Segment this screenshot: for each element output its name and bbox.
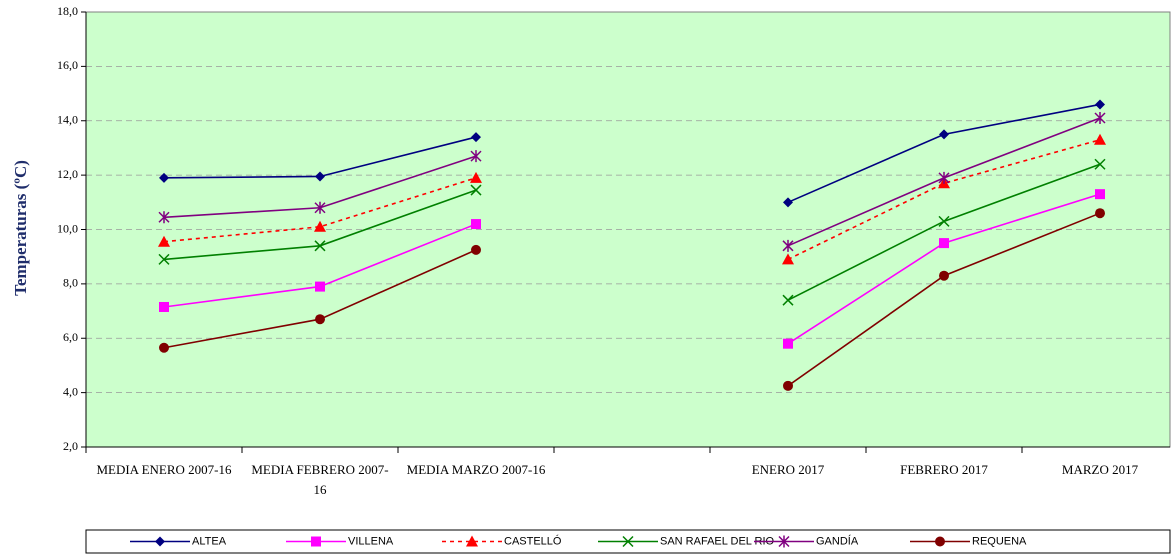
point	[938, 215, 950, 227]
y-tick-label: 18,0	[57, 4, 78, 18]
x-tick-label: FEBRERO 2017	[900, 462, 988, 477]
point	[1094, 112, 1106, 125]
point	[314, 240, 326, 252]
legend-marker	[466, 535, 478, 547]
point	[939, 238, 949, 249]
legend-marker	[935, 536, 945, 547]
point	[783, 338, 793, 349]
point	[470, 150, 482, 163]
y-tick-label: 2,0	[63, 439, 78, 453]
y-tick-label: 4,0	[63, 384, 78, 398]
y-tick-label: 12,0	[57, 167, 78, 181]
point	[315, 314, 325, 325]
legend-label: CASTELLÓ	[504, 534, 562, 547]
legend-label: REQUENA	[972, 535, 1027, 547]
y-tick-label: 6,0	[63, 330, 78, 344]
x-tick-label: ENERO 2017	[751, 462, 825, 477]
point	[782, 294, 794, 306]
point	[315, 171, 325, 182]
point	[1095, 189, 1105, 200]
point	[783, 380, 793, 391]
point	[1095, 99, 1105, 110]
legend-label: SAN RAFAEL DEL RIO	[660, 535, 775, 547]
legend-marker	[622, 535, 634, 548]
point	[314, 201, 326, 214]
x-tick-label: MEDIA ENERO 2007-16	[96, 462, 232, 477]
point	[470, 184, 482, 196]
legend-label: GANDÍA	[816, 534, 859, 547]
point	[314, 220, 326, 232]
point	[159, 342, 169, 353]
y-tick-label: 14,0	[57, 113, 78, 127]
legend-label: ALTEA	[192, 535, 227, 547]
point	[782, 253, 794, 265]
point	[783, 197, 793, 208]
point	[471, 219, 481, 230]
y-tick-label: 8,0	[63, 276, 78, 290]
point	[315, 281, 325, 292]
x-tick-label: MEDIA MARZO 2007-16	[406, 462, 546, 477]
point	[1095, 208, 1105, 219]
point	[1094, 158, 1106, 170]
y-axis-label: Temperaturas (ºC)	[11, 160, 30, 296]
series-line	[163, 139, 1101, 261]
point	[470, 171, 482, 183]
legend-label: VILLENA	[348, 535, 394, 547]
y-tick-label: 16,0	[57, 58, 78, 72]
y-tick-label: 10,0	[57, 221, 78, 235]
point	[158, 211, 170, 224]
legend-marker	[155, 536, 165, 547]
point	[471, 244, 481, 255]
x-tick-label: MEDIA FEBRERO 2007-16	[251, 462, 389, 497]
point	[1094, 133, 1106, 145]
x-tick-label: MARZO 2017	[1061, 462, 1139, 477]
point	[158, 253, 170, 265]
point	[939, 270, 949, 281]
legend-marker	[778, 535, 790, 548]
point	[159, 301, 169, 312]
point	[939, 129, 949, 140]
point	[938, 171, 950, 184]
point	[471, 132, 481, 143]
point	[158, 235, 170, 247]
legend-marker	[311, 536, 321, 547]
point	[782, 239, 794, 252]
point	[159, 172, 169, 183]
